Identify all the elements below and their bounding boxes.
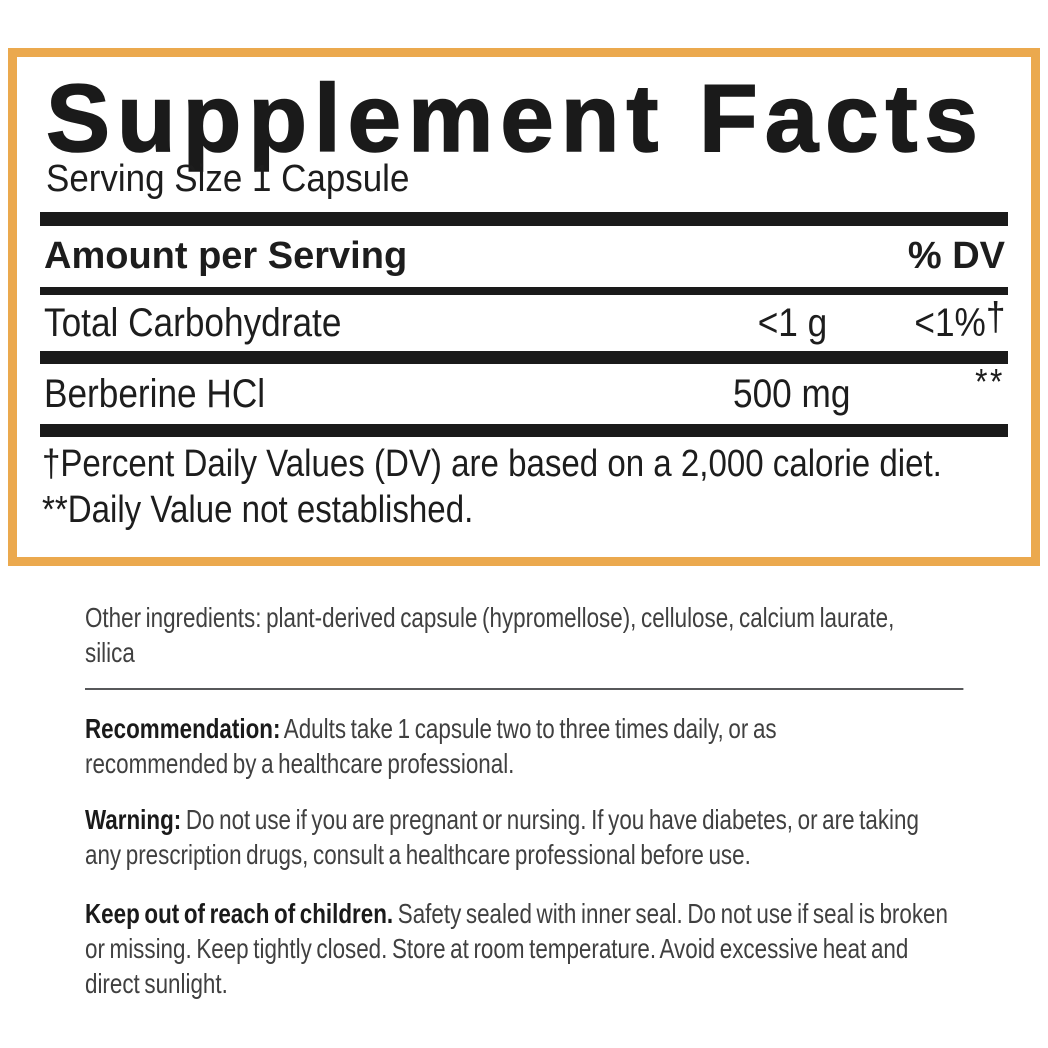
keep-out-text: Safety sealed with inner seal. Do not us… [85, 898, 948, 999]
panel-title: Supplement Facts [45, 65, 985, 172]
recommendation-text: Adults take 1 capsule two to three times… [85, 713, 777, 779]
nutrient-name: Total Carbohydrate [44, 300, 342, 345]
nutrient-row-carbohydrate: Total Carbohydrate <1 g <1%† [40, 295, 1008, 351]
warning-label: Warning: [85, 804, 182, 835]
other-ingredients: Other ingredients: plant-derived capsule… [85, 602, 895, 668]
header-amount-label: Amount per Serving [44, 235, 408, 277]
warning-text: Do not use if you are pregnant or nursin… [85, 804, 919, 870]
nutrient-amount: <1 g [757, 300, 827, 345]
keep-out-label: Keep out of reach of children. [85, 898, 394, 929]
nutrient-dv: <1%† [913, 294, 1005, 345]
recommendation-label: Recommendation: [85, 713, 281, 744]
serving-size: Serving Size 1 Capsule [46, 160, 441, 198]
serving-size-text: Serving Size 1 Capsule [46, 158, 410, 200]
footnote-daily-values: †Percent Daily Values (DV) are based on … [42, 443, 942, 485]
asterisks-mark: ** [975, 360, 1005, 402]
warning: Warning: Do not use if you are pregnant … [85, 802, 949, 872]
footnotes: †Percent Daily Values (DV) are based on … [42, 441, 1048, 533]
label-details: Other ingredients: plant-derived capsule… [85, 600, 973, 1001]
table-header-row: Amount per Serving % DV [40, 226, 1008, 287]
nutrient-row-berberine: Berberine HCl 500 mg ** [40, 360, 1008, 424]
header-dv-label: % DV [907, 235, 1005, 277]
divider-thick-bottom [40, 424, 1008, 437]
divider-thick-middle [40, 351, 1008, 364]
separator-rule [85, 688, 964, 690]
nutrient-amount: 500 mg [733, 371, 851, 416]
footnote-not-established: **Daily Value not established. [42, 489, 474, 531]
supplement-facts-panel: Supplement Facts Serving Size 1 Capsule … [8, 48, 1040, 566]
nutrient-dv: ** [745, 360, 1005, 424]
recommendation: Recommendation: Adults take 1 capsule tw… [85, 711, 885, 781]
dagger-mark: † [985, 294, 1005, 339]
keep-out-of-reach: Keep out of reach of children. Safety se… [85, 896, 965, 1001]
divider-thin [40, 287, 1008, 295]
nutrient-name: Berberine HCl [44, 371, 266, 416]
divider-thick-top [40, 212, 1008, 226]
